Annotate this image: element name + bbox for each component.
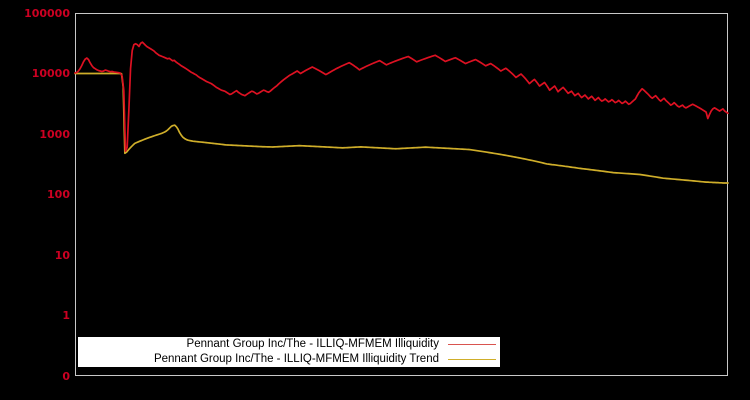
legend-item-label: Pennant Group Inc/The - ILLIQ-MFMEM Illi… — [186, 338, 439, 350]
y-axis-tick-100: 100 — [47, 188, 70, 201]
y-axis-tick-labels: 100000 10000 1000 100 10 1 0 — [0, 0, 70, 400]
legend-swatch-illiquidity — [448, 344, 496, 345]
y-axis-tick-100000: 100000 — [24, 6, 70, 20]
legend-item-illiquidity-trend[interactable]: Pennant Group Inc/The - ILLIQ-MFMEM Illi… — [78, 352, 500, 367]
y-axis-tick-1: 1 — [62, 309, 70, 322]
series-line-illiquidity-trend — [74, 72, 729, 184]
plot-area — [75, 13, 728, 376]
y-axis-tick-10000: 10000 — [31, 67, 70, 80]
legend-item-label: Pennant Group Inc/The - ILLIQ-MFMEM Illi… — [153, 353, 439, 365]
y-axis-tick-10: 10 — [54, 248, 70, 262]
y-axis-tick-1000: 1000 — [39, 127, 70, 141]
y-axis-tick-0: 0 — [62, 369, 70, 383]
chart-legend: Pennant Group Inc/The - ILLIQ-MFMEM Illi… — [78, 337, 500, 367]
series-line-illiquidity — [74, 41, 729, 153]
legend-item-illiquidity[interactable]: Pennant Group Inc/The - ILLIQ-MFMEM Illi… — [78, 337, 500, 352]
legend-swatch-illiquidity-trend — [448, 359, 496, 360]
